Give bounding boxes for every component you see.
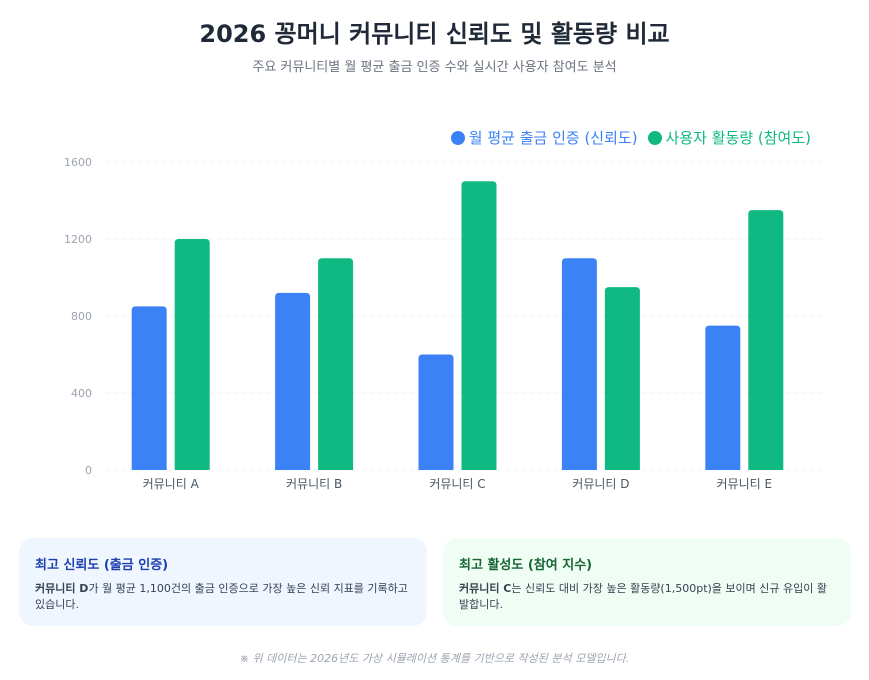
card-body: 가 월 평균 1,100건의 출금 인증으로 가장 높은 신뢰 지표를 기록하고… (35, 582, 408, 611)
card-title: 최고 활성도 (참여 지수) (459, 558, 593, 573)
bar (275, 292, 311, 470)
chart-legend: 월 평균 출금 인증 (신뢰도) 사용자 활동량 (참여도) (450, 127, 811, 148)
card-top-trust: 최고 신뢰도 (출금 인증) 커뮤니티 D가 월 평균 1,100건의 출금 인… (19, 538, 427, 626)
card-text: 커뮤니티 D가 월 평균 1,100건의 출금 인증으로 가장 높은 신뢰 지표… (35, 581, 411, 613)
y-tick-label: 800 (71, 310, 92, 323)
legend-label: 월 평균 출금 인증 (신뢰도) (468, 129, 638, 147)
legend-dot-icon (450, 131, 465, 145)
x-tick-label: 커뮤니티 E (717, 477, 773, 491)
bar (461, 181, 497, 470)
y-tick-label: 1600 (64, 156, 92, 169)
legend-dot-icon (647, 131, 662, 145)
page-subtitle: 주요 커뮤니티별 월 평균 출금 인증 수와 실시간 사용자 참여도 분석 (252, 60, 617, 75)
legend-label: 사용자 활동량 (참여도) (665, 129, 811, 147)
legend-item-activity[interactable]: 사용자 활동량 (참여도) (647, 127, 811, 148)
x-tick-label: 커뮤니티 C (429, 477, 485, 491)
card-top-activity: 최고 활성도 (참여 지수) 커뮤니티 C는 신뢰도 대비 가장 높은 활동량(… (443, 538, 851, 626)
x-tick-label: 커뮤니티 D (572, 477, 629, 491)
card-body: 는 신뢰도 대비 가장 높은 활동량(1,500pt)을 보이며 신규 유입이 … (459, 582, 827, 611)
bar (748, 210, 784, 470)
bar (604, 287, 640, 470)
bar (131, 306, 167, 470)
page-title: 2026 꽁머니 커뮤니티 신뢰도 및 활동량 비교 (199, 20, 670, 48)
x-tick-label: 커뮤니티 A (143, 477, 200, 491)
bar (561, 258, 597, 470)
card-text: 커뮤니티 C는 신뢰도 대비 가장 높은 활동량(1,500pt)을 보이며 신… (459, 581, 835, 613)
y-tick-label: 0 (85, 464, 92, 477)
card-highlight: 커뮤니티 C (459, 582, 512, 595)
bar (174, 239, 210, 470)
card-title: 최고 신뢰도 (출금 인증) (35, 558, 169, 573)
footnote: ※ 위 데이터는 2026년도 가상 시뮬레이션 통계를 기반으로 작성된 분석… (239, 652, 630, 665)
card-highlight: 커뮤니티 D (35, 582, 89, 595)
bar (705, 325, 741, 470)
bar (418, 354, 454, 470)
y-tick-label: 1200 (64, 233, 92, 246)
legend-item-trust[interactable]: 월 평균 출금 인증 (신뢰도) (450, 127, 638, 148)
bar-chart: 0 400 800 1200 1600 커뮤니티 A 커뮤니티 B 커뮤니티 C 커뮤니티 D 커… (64, 156, 822, 491)
y-tick-label: 400 (71, 387, 92, 400)
bar (318, 258, 354, 470)
x-tick-label: 커뮤니티 B (286, 477, 342, 491)
